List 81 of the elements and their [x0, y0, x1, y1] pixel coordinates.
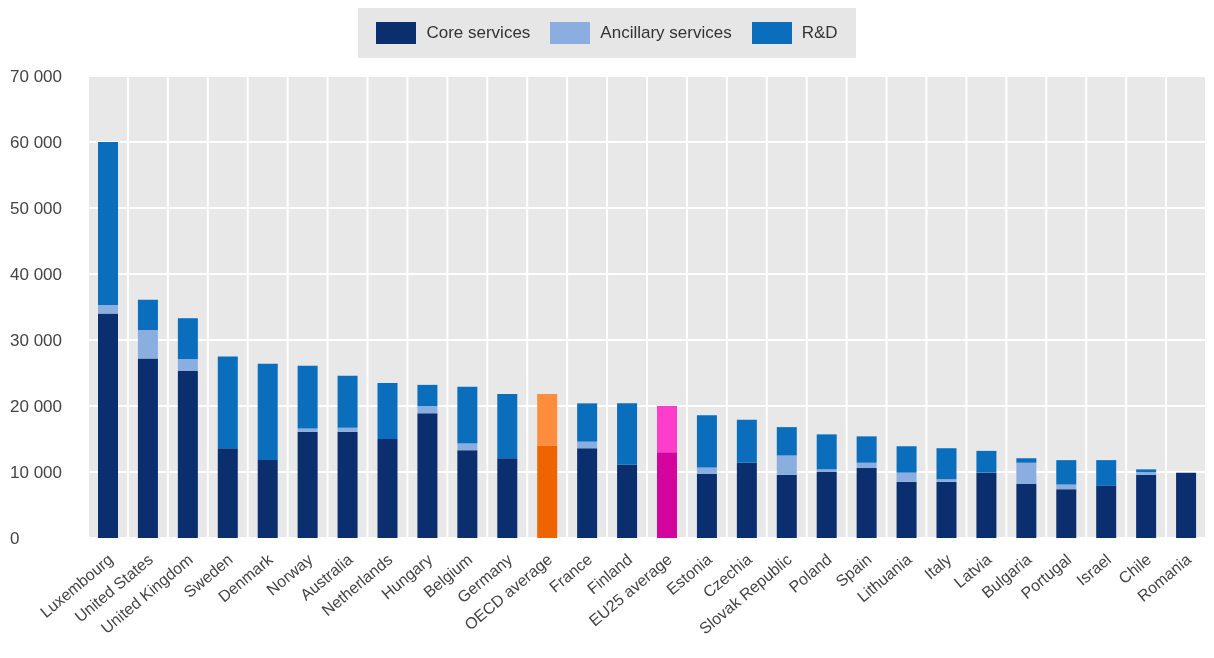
bar	[577, 441, 598, 449]
bar	[137, 299, 158, 331]
bar	[736, 419, 757, 463]
bar	[776, 474, 797, 538]
bar	[377, 382, 398, 439]
bar	[537, 445, 558, 538]
bar	[177, 371, 198, 538]
bar	[816, 472, 837, 538]
bar	[1136, 474, 1157, 538]
bar	[976, 450, 997, 473]
y-tick-label: 50 000	[10, 199, 62, 219]
bar	[1176, 472, 1197, 538]
bar	[1056, 489, 1077, 538]
bar	[577, 403, 598, 442]
bar	[1056, 460, 1077, 485]
bar	[936, 448, 957, 480]
bar	[337, 431, 358, 538]
x-tick-label: Italy	[921, 550, 955, 583]
bar	[856, 436, 877, 463]
bar	[457, 443, 478, 451]
bar	[896, 446, 917, 473]
bar	[696, 415, 717, 468]
y-tick-label: 30 000	[10, 331, 62, 351]
bar	[1016, 462, 1037, 484]
bar	[896, 481, 917, 538]
bar	[417, 413, 438, 538]
bar	[98, 313, 118, 538]
bar	[816, 434, 837, 470]
bar	[1016, 483, 1037, 538]
bar	[657, 452, 677, 538]
bar	[617, 403, 638, 465]
bar	[457, 386, 478, 444]
bar	[856, 462, 877, 469]
bar	[377, 439, 398, 538]
legend-label: Ancillary services	[599, 22, 732, 44]
y-tick-label: 40 000	[10, 265, 62, 285]
bar	[976, 472, 997, 538]
bar	[417, 406, 438, 414]
bar	[736, 462, 757, 538]
y-tick-label: 60 000	[10, 133, 62, 153]
y-tick-label: 0	[10, 529, 20, 549]
bar	[537, 394, 558, 446]
bar	[137, 330, 158, 359]
bar	[657, 406, 677, 453]
bar	[1096, 460, 1117, 486]
y-tick-label: 10 000	[10, 463, 62, 483]
bar	[896, 472, 917, 482]
bar	[617, 464, 638, 538]
bar	[337, 427, 358, 432]
bar	[497, 458, 518, 538]
bar	[776, 455, 797, 475]
bar	[297, 365, 318, 429]
bar	[177, 318, 198, 360]
legend-label: Core services	[425, 22, 531, 44]
bar	[137, 358, 158, 538]
bar	[177, 359, 198, 372]
bar	[696, 473, 717, 538]
bar	[457, 450, 478, 538]
bar	[297, 428, 318, 432]
bar	[497, 394, 518, 459]
bar	[1016, 458, 1037, 463]
bar	[417, 384, 438, 406]
bar	[257, 363, 278, 461]
bar	[257, 460, 278, 538]
bar	[337, 375, 358, 428]
bar	[816, 469, 837, 472]
bar	[98, 142, 118, 306]
bar	[297, 431, 318, 538]
y-tick-label: 70 000	[10, 67, 62, 87]
bar	[856, 468, 877, 538]
bar	[936, 481, 957, 538]
bar	[1096, 485, 1117, 538]
legend-label: R&D	[800, 22, 838, 44]
bar	[217, 448, 238, 538]
bar	[98, 305, 118, 314]
bar	[696, 467, 717, 474]
bar	[217, 356, 238, 449]
y-tick-label: 20 000	[10, 397, 62, 417]
bar	[936, 479, 957, 482]
bar	[577, 448, 598, 538]
bar	[776, 427, 797, 456]
